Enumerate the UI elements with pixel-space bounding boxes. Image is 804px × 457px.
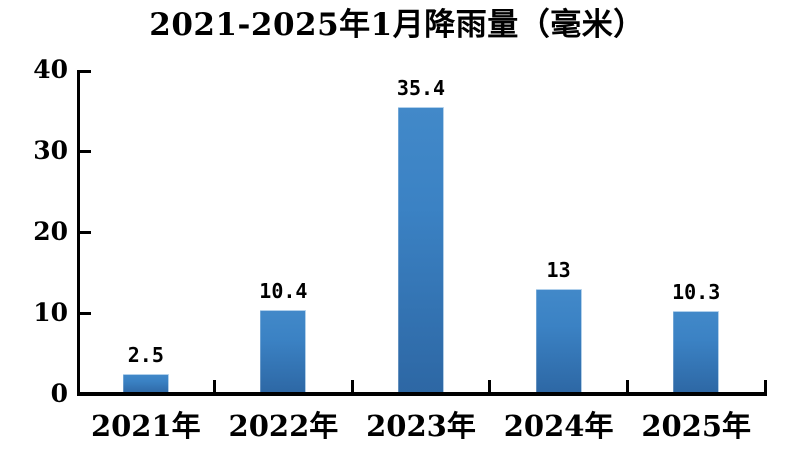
bar (122, 373, 169, 394)
x-axis-tick (488, 380, 492, 394)
x-axis-category-label: 2025年 (641, 409, 752, 443)
y-axis-tick (77, 311, 91, 315)
y-axis-tick-label: 10 (33, 298, 68, 327)
x-axis-category-label: 2023年 (366, 409, 476, 443)
bar-value-label: 10.3 (672, 279, 721, 304)
y-axis-tick (77, 230, 91, 234)
y-axis-tick-label: 0 (50, 379, 68, 408)
y-axis-tick-label: 30 (33, 136, 68, 165)
bar-value-label: 13 (546, 257, 571, 282)
x-axis-tick (625, 380, 629, 394)
bar (398, 107, 444, 394)
y-axis-tick-label: 40 (33, 55, 68, 84)
x-axis-tick (350, 380, 354, 394)
bar-value-label: 35.4 (396, 76, 446, 101)
x-axis-category-label: 2022年 (228, 409, 339, 443)
x-axis-category-label: 2024年 (503, 409, 614, 443)
bar (535, 288, 582, 394)
x-axis-line (77, 392, 767, 396)
bar-value-label: 2.5 (127, 342, 164, 367)
bar (673, 310, 720, 394)
x-axis-tick (763, 380, 767, 394)
chart-title: 2021-2025年1月降雨量（毫米） (149, 7, 645, 43)
x-axis-tick (213, 380, 217, 394)
y-axis-tick (77, 70, 91, 73)
bar-value-label: 10.4 (259, 278, 308, 303)
y-axis-tick (77, 149, 91, 153)
x-axis-category-label: 2021年 (90, 409, 201, 443)
y-axis-tick-label: 20 (33, 217, 68, 246)
bar (260, 309, 307, 394)
